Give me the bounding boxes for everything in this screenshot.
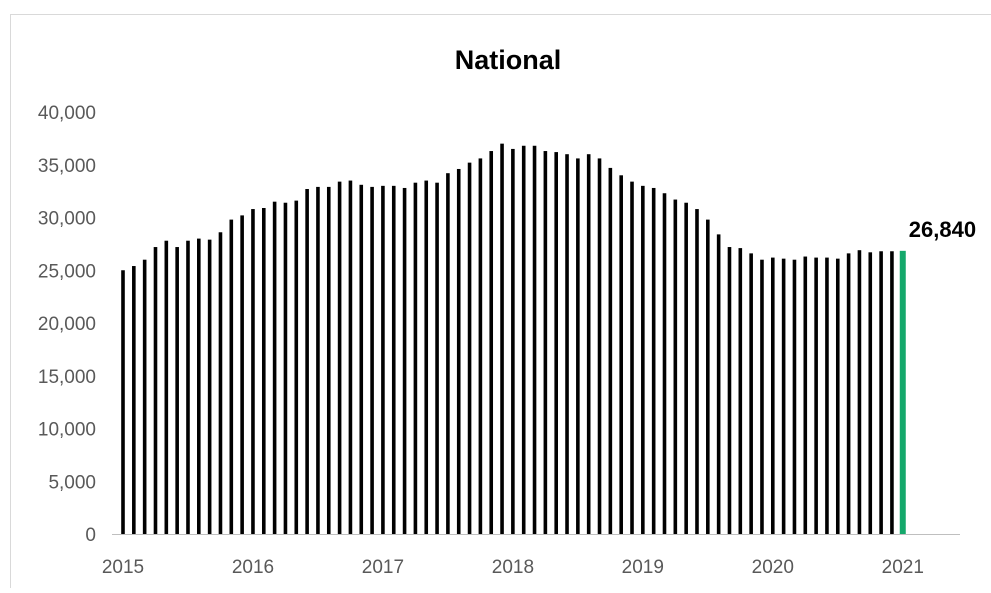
bar	[251, 209, 255, 534]
bar	[879, 251, 883, 534]
bar	[890, 251, 894, 534]
bar	[706, 220, 710, 534]
bar	[771, 258, 775, 534]
bar	[219, 232, 223, 534]
bar	[663, 193, 667, 534]
bar	[349, 181, 353, 534]
bar	[132, 266, 136, 534]
bar	[143, 260, 147, 534]
y-axis: 0 5,000 10,000 15,000 20,000 25,000 30,000 35,0…	[38, 103, 96, 546]
bar	[294, 201, 298, 534]
bar	[392, 186, 396, 534]
bar	[305, 189, 309, 534]
x-axis: 2015 2016 2017 2018 2019 2020 2021	[102, 557, 924, 578]
y-tick-label: 25,000	[38, 261, 96, 282]
bar	[435, 183, 439, 534]
bar	[522, 146, 526, 534]
bar	[652, 188, 656, 534]
bar	[230, 220, 234, 534]
bar	[684, 203, 688, 534]
bar	[717, 234, 721, 534]
bar	[598, 158, 602, 534]
y-tick-label: 5,000	[48, 472, 96, 493]
bar	[500, 144, 504, 534]
bar	[565, 154, 569, 534]
bar	[446, 173, 450, 534]
bar	[533, 146, 537, 534]
chart-title: National	[455, 45, 562, 75]
bar	[403, 188, 407, 534]
bar	[273, 202, 277, 534]
bar	[803, 257, 807, 534]
bar	[479, 158, 483, 534]
bar	[836, 259, 840, 534]
bar	[825, 258, 829, 534]
bar	[630, 182, 634, 534]
bar	[739, 248, 743, 534]
bar	[674, 200, 678, 534]
bar	[197, 239, 201, 534]
bar	[262, 208, 266, 534]
bar	[793, 260, 797, 534]
bar	[814, 258, 818, 534]
bar	[619, 175, 623, 534]
bar	[338, 182, 342, 534]
bar	[154, 247, 158, 534]
bar	[175, 247, 179, 534]
y-tick-label: 20,000	[38, 314, 96, 335]
bar	[609, 168, 613, 534]
bar	[641, 186, 645, 534]
bar	[858, 250, 862, 534]
y-tick-label: 10,000	[38, 420, 96, 441]
y-tick-label: 40,000	[38, 103, 96, 124]
bar-highlight	[900, 251, 906, 534]
bar	[847, 253, 851, 534]
bar	[868, 252, 872, 534]
x-tick-label: 2017	[362, 557, 404, 578]
bar	[316, 187, 320, 534]
bar	[327, 187, 331, 534]
bar	[554, 152, 558, 534]
y-tick-label: 15,000	[38, 367, 96, 388]
bar	[544, 151, 548, 534]
y-tick-label: 30,000	[38, 209, 96, 230]
bar	[370, 187, 374, 534]
bar	[728, 247, 732, 534]
bar	[424, 181, 428, 534]
y-tick-label: 35,000	[38, 156, 96, 177]
bar	[489, 151, 493, 534]
x-tick-label: 2021	[882, 557, 924, 578]
highlight-value-label: 26,840	[909, 217, 976, 242]
bar	[208, 240, 212, 534]
y-tick-label: 0	[85, 525, 96, 546]
bar	[240, 215, 244, 534]
bar	[414, 183, 418, 534]
bar	[359, 185, 363, 534]
bar	[468, 163, 472, 534]
x-tick-label: 2016	[232, 557, 274, 578]
bar	[587, 154, 591, 534]
bar	[284, 203, 288, 534]
bar	[760, 260, 764, 534]
bar	[576, 158, 580, 534]
bar	[121, 270, 125, 534]
bar	[186, 241, 190, 534]
bar	[782, 259, 786, 534]
bar	[457, 169, 461, 534]
bar	[749, 253, 753, 534]
bar	[695, 209, 699, 534]
bar	[165, 241, 169, 534]
x-tick-label: 2019	[622, 557, 664, 578]
x-tick-label: 2018	[492, 557, 534, 578]
x-tick-label: 2020	[752, 557, 794, 578]
bar	[511, 149, 515, 534]
bar-series	[121, 144, 906, 534]
x-tick-label: 2015	[102, 557, 144, 578]
bar	[381, 186, 385, 534]
